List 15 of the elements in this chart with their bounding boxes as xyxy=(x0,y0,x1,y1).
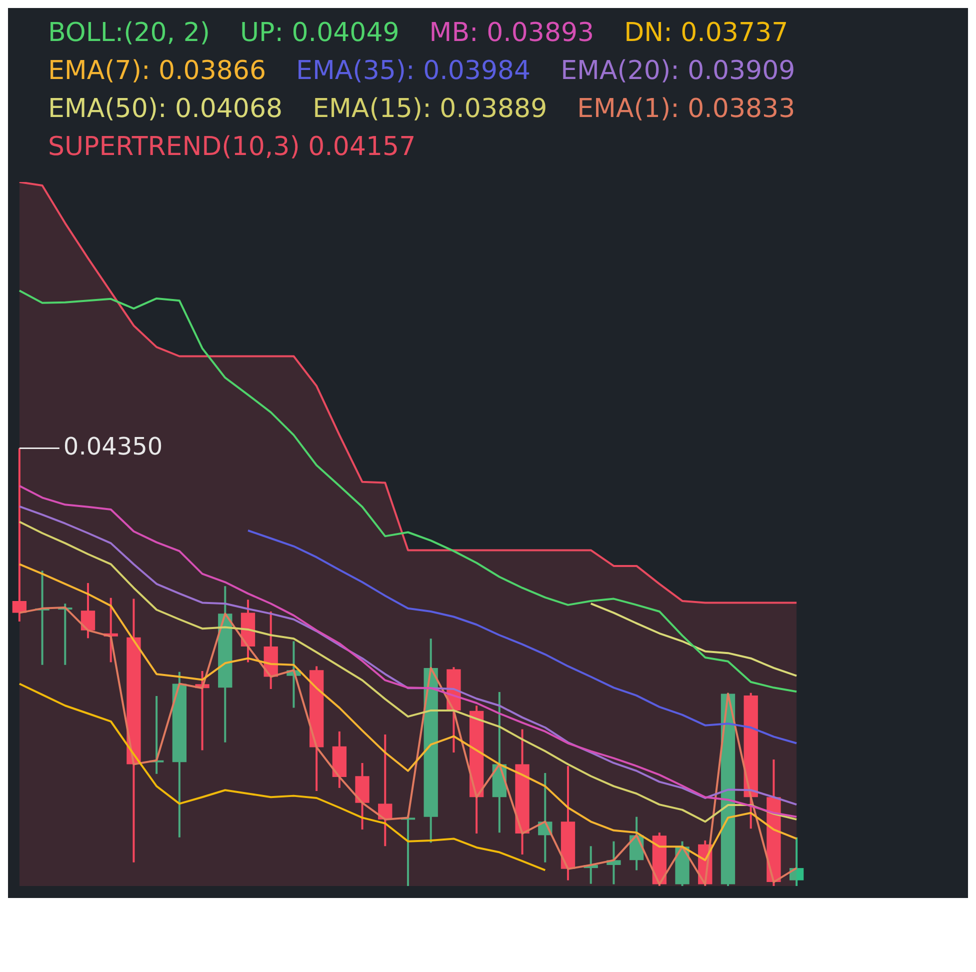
text: EMA(1): 0.03833 xyxy=(577,94,796,124)
text: MB: 0.03893 xyxy=(429,18,594,48)
series-label: SUPERTREND(10,3) 0.04157 xyxy=(48,132,416,162)
text: EMA(50): 0.04068 xyxy=(48,94,283,124)
text: EMA(15): 0.03889 xyxy=(312,94,548,124)
text: EMA(35): 0.03984 xyxy=(296,56,531,86)
legend-title: BOLL:(20, 2) xyxy=(48,18,210,48)
text: UP: 0.04049 xyxy=(240,18,400,48)
candlestick xyxy=(789,836,804,887)
annotation: 0.04350 xyxy=(63,432,163,460)
text: EMA(7): 0.03866 xyxy=(48,56,266,86)
candlestick xyxy=(80,582,96,640)
candlestick xyxy=(12,447,27,623)
text: DN: 0.03737 xyxy=(624,18,788,48)
text: EMA(20): 0.03909 xyxy=(560,56,796,86)
